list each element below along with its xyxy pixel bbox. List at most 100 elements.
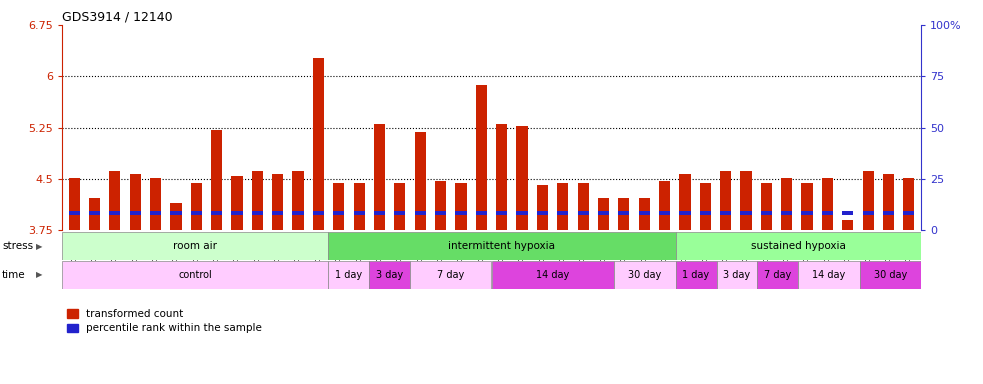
Text: ▶: ▶ [36, 270, 43, 280]
Bar [328, 261, 369, 289]
Text: 1 day: 1 day [335, 270, 362, 280]
Bar [293, 210, 304, 215]
Bar [557, 210, 568, 215]
Bar [476, 85, 487, 230]
Bar [231, 210, 243, 215]
Bar [455, 210, 467, 215]
Text: 1 day: 1 day [682, 270, 710, 280]
Bar [328, 232, 675, 260]
Bar [62, 261, 328, 289]
Text: 30 day: 30 day [874, 270, 907, 280]
Bar [679, 210, 690, 215]
Bar [862, 210, 874, 215]
Bar [69, 178, 80, 230]
Bar [614, 261, 675, 289]
Bar [374, 210, 385, 215]
Bar [476, 210, 487, 215]
Bar [679, 174, 690, 230]
Bar [109, 171, 121, 230]
Bar [374, 124, 385, 230]
Text: room air: room air [173, 241, 217, 251]
Bar [231, 175, 243, 230]
Bar [170, 210, 182, 215]
Bar [761, 210, 772, 215]
Bar [354, 210, 365, 215]
Bar [598, 198, 609, 230]
Bar [410, 261, 492, 289]
Bar [675, 232, 921, 260]
Bar [822, 178, 833, 230]
Bar [435, 181, 446, 230]
Text: 3 day: 3 day [723, 270, 751, 280]
Bar [639, 198, 650, 230]
Bar [659, 181, 670, 230]
Text: 3 day: 3 day [376, 270, 403, 280]
Text: 7 day: 7 day [764, 270, 791, 280]
Bar [435, 210, 446, 215]
Bar [369, 261, 410, 289]
Bar [492, 261, 614, 289]
Bar [720, 171, 731, 230]
Bar [272, 210, 283, 215]
Bar [252, 171, 263, 230]
Bar [740, 210, 752, 215]
Bar [354, 183, 365, 230]
Bar [313, 210, 324, 215]
Legend: transformed count, percentile rank within the sample: transformed count, percentile rank withi… [67, 310, 261, 333]
Bar [211, 210, 222, 215]
Bar [700, 210, 711, 215]
Bar [150, 178, 161, 230]
Bar [394, 183, 405, 230]
Bar [333, 183, 344, 230]
Bar [618, 198, 629, 230]
Text: GDS3914 / 12140: GDS3914 / 12140 [62, 11, 173, 24]
Bar [903, 178, 914, 230]
Bar [62, 232, 328, 260]
Bar [639, 210, 650, 215]
Bar [170, 203, 182, 230]
Bar [781, 178, 792, 230]
Text: sustained hypoxia: sustained hypoxia [751, 241, 845, 251]
Bar [883, 174, 895, 230]
Bar [798, 261, 860, 289]
Bar [842, 220, 853, 230]
Bar [394, 210, 405, 215]
Bar [88, 210, 100, 215]
Bar [618, 210, 629, 215]
Bar [598, 210, 609, 215]
Bar [211, 130, 222, 230]
Bar [717, 261, 758, 289]
Bar [659, 210, 670, 215]
Bar [272, 174, 283, 230]
Bar [415, 210, 426, 215]
Bar [252, 210, 263, 215]
Bar [822, 210, 833, 215]
Bar [496, 124, 507, 230]
Bar [537, 185, 548, 230]
Bar [88, 198, 100, 230]
Bar [516, 210, 528, 215]
Bar [801, 210, 813, 215]
Bar [675, 261, 717, 289]
Bar [130, 210, 141, 215]
Bar [130, 174, 141, 230]
Bar [578, 210, 589, 215]
Bar [516, 126, 528, 230]
Bar [455, 183, 467, 230]
Bar [557, 183, 568, 230]
Text: time: time [2, 270, 26, 280]
Text: intermittent hypoxia: intermittent hypoxia [448, 241, 555, 251]
Text: 14 day: 14 day [537, 270, 569, 280]
Text: ▶: ▶ [36, 242, 43, 251]
Bar [903, 210, 914, 215]
Bar [761, 183, 772, 230]
Bar [537, 210, 548, 215]
Bar [109, 210, 121, 215]
Bar [191, 210, 202, 215]
Bar [860, 261, 921, 289]
Bar [700, 183, 711, 230]
Bar [862, 171, 874, 230]
Bar [313, 58, 324, 230]
Bar [293, 171, 304, 230]
Bar [333, 210, 344, 215]
